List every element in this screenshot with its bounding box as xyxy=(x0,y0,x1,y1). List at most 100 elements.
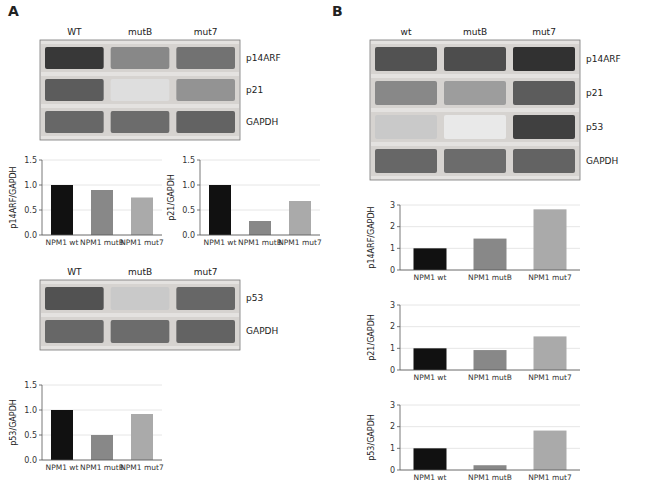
grid-line xyxy=(42,460,162,461)
bar xyxy=(474,465,507,470)
bar xyxy=(414,448,447,470)
category-label: NPM1 mut7 xyxy=(278,238,322,247)
tick-label: 3 xyxy=(390,401,395,410)
blot-row xyxy=(41,44,239,72)
blot-row xyxy=(41,108,239,136)
bar xyxy=(414,348,447,370)
blot-row xyxy=(371,44,579,74)
grid-line xyxy=(200,235,320,236)
blot: AWTmutBmut7p14ARFp21GAPDH xyxy=(8,3,281,140)
band xyxy=(513,115,575,139)
row-label: p53 xyxy=(586,122,603,132)
tick-label: 0 xyxy=(390,466,395,475)
tick-label: 0 xyxy=(390,366,395,375)
band xyxy=(111,111,170,133)
bar xyxy=(534,431,567,470)
band xyxy=(45,111,104,133)
bar xyxy=(534,209,567,270)
category-label: NPM1 wt xyxy=(46,238,79,247)
tick-mark xyxy=(39,210,42,211)
x-axis xyxy=(400,270,580,271)
row-label: p14ARF xyxy=(586,54,621,64)
category-label: NPM1 mut7 xyxy=(528,273,572,282)
bar xyxy=(474,350,507,370)
band xyxy=(45,287,104,310)
bar xyxy=(131,198,153,236)
tick-label: 2 xyxy=(390,222,395,231)
lane-label: mutB xyxy=(128,27,152,37)
tick-mark xyxy=(39,435,42,436)
tick-label: 0.0 xyxy=(24,456,37,465)
bars xyxy=(209,185,311,235)
lane-label: mut7 xyxy=(194,267,218,277)
bar xyxy=(91,190,113,235)
tick-mark xyxy=(397,348,400,349)
x-axis xyxy=(400,370,580,371)
bar-chart: 0.00.51.01.5NPM1 wtNPM1 mutBNPM1 mut7p53… xyxy=(9,381,164,473)
tick-mark xyxy=(397,270,400,271)
band xyxy=(513,47,575,71)
category-label: NPM1 mutB xyxy=(80,463,124,472)
tick-label: 3 xyxy=(390,301,395,310)
bar xyxy=(51,185,73,235)
blot-row xyxy=(371,78,579,108)
tick-label: 1.0 xyxy=(182,181,195,190)
grid-line xyxy=(400,305,580,306)
blot-row xyxy=(41,317,239,346)
lane-label: mutB xyxy=(463,27,487,37)
blot-frame xyxy=(40,280,240,350)
bar xyxy=(474,239,507,270)
category-label: NPM1 mut7 xyxy=(120,238,164,247)
band xyxy=(513,81,575,105)
bar-chart: 0.00.51.01.5NPM1 wtNPM1 mutBNPM1 mut7p21… xyxy=(167,156,322,248)
x-axis xyxy=(400,470,580,471)
band xyxy=(45,47,104,69)
row-label: GAPDH xyxy=(246,117,278,127)
tick-label: 1.0 xyxy=(24,406,37,415)
band xyxy=(375,81,437,105)
row-label: p53 xyxy=(246,293,263,303)
bars xyxy=(414,336,567,370)
bar xyxy=(131,414,153,460)
category-label: NPM1 wt xyxy=(204,238,237,247)
tick-mark xyxy=(397,448,400,449)
tick-mark xyxy=(397,370,400,371)
row-label: p21 xyxy=(586,88,603,98)
tick-label: 0.5 xyxy=(182,206,195,215)
band xyxy=(444,47,506,71)
bar-chart: 0123NPM1 wtNPM1 mutBNPM1 mut7p14ARF/GAPD… xyxy=(367,201,580,283)
blot: BwtmutBmut7p14ARFp21p53GAPDH xyxy=(332,3,621,180)
band xyxy=(111,47,170,69)
row-label: GAPDH xyxy=(246,326,278,336)
band xyxy=(375,115,437,139)
y-label: p53/GAPDH xyxy=(9,399,18,446)
grid-line xyxy=(42,385,162,386)
row-label: p21 xyxy=(246,85,263,95)
tick-label: 3 xyxy=(390,201,395,210)
tick-mark xyxy=(197,210,200,211)
tick-mark xyxy=(197,185,200,186)
bar xyxy=(414,248,447,270)
band xyxy=(176,287,235,310)
band xyxy=(176,111,235,133)
blot-row xyxy=(371,146,579,176)
category-label: NPM1 wt xyxy=(414,473,447,482)
category-label: NPM1 mutB xyxy=(468,373,512,382)
band xyxy=(111,287,170,310)
tick-mark xyxy=(197,235,200,236)
bar xyxy=(91,435,113,460)
bar xyxy=(209,185,231,235)
tick-label: 1.5 xyxy=(24,156,37,165)
panel-label: B xyxy=(332,3,343,19)
tick-mark xyxy=(39,235,42,236)
category-label: NPM1 mutB xyxy=(468,473,512,482)
bar xyxy=(51,410,73,460)
band xyxy=(176,47,235,69)
grid-line xyxy=(42,235,162,236)
row-label: GAPDH xyxy=(586,156,618,166)
grid-line xyxy=(400,470,580,471)
bars xyxy=(414,209,567,270)
tick-mark xyxy=(197,160,200,161)
band xyxy=(375,47,437,71)
grid-line xyxy=(200,160,320,161)
